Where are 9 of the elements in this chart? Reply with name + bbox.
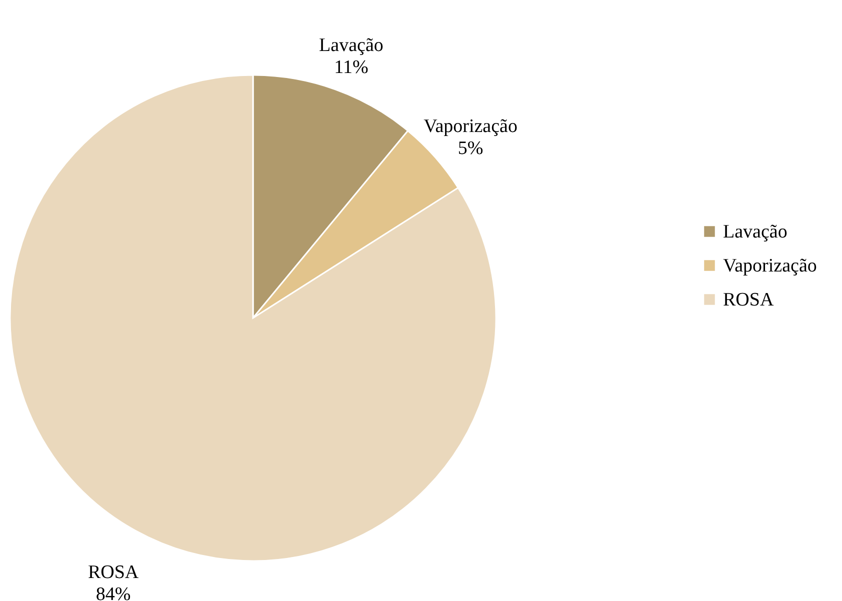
legend-label: Lavação bbox=[723, 222, 788, 242]
data-label: 5% bbox=[458, 138, 484, 160]
data-label: 84% bbox=[96, 584, 131, 601]
slice-label: Vaporização bbox=[424, 116, 518, 138]
legend-label: Vaporização bbox=[723, 256, 817, 276]
slice-label: Lavação bbox=[319, 35, 384, 56]
slice-label: ROSA bbox=[88, 562, 139, 584]
legend-label: ROSA bbox=[723, 290, 774, 310]
data-label: 11% bbox=[334, 57, 368, 78]
